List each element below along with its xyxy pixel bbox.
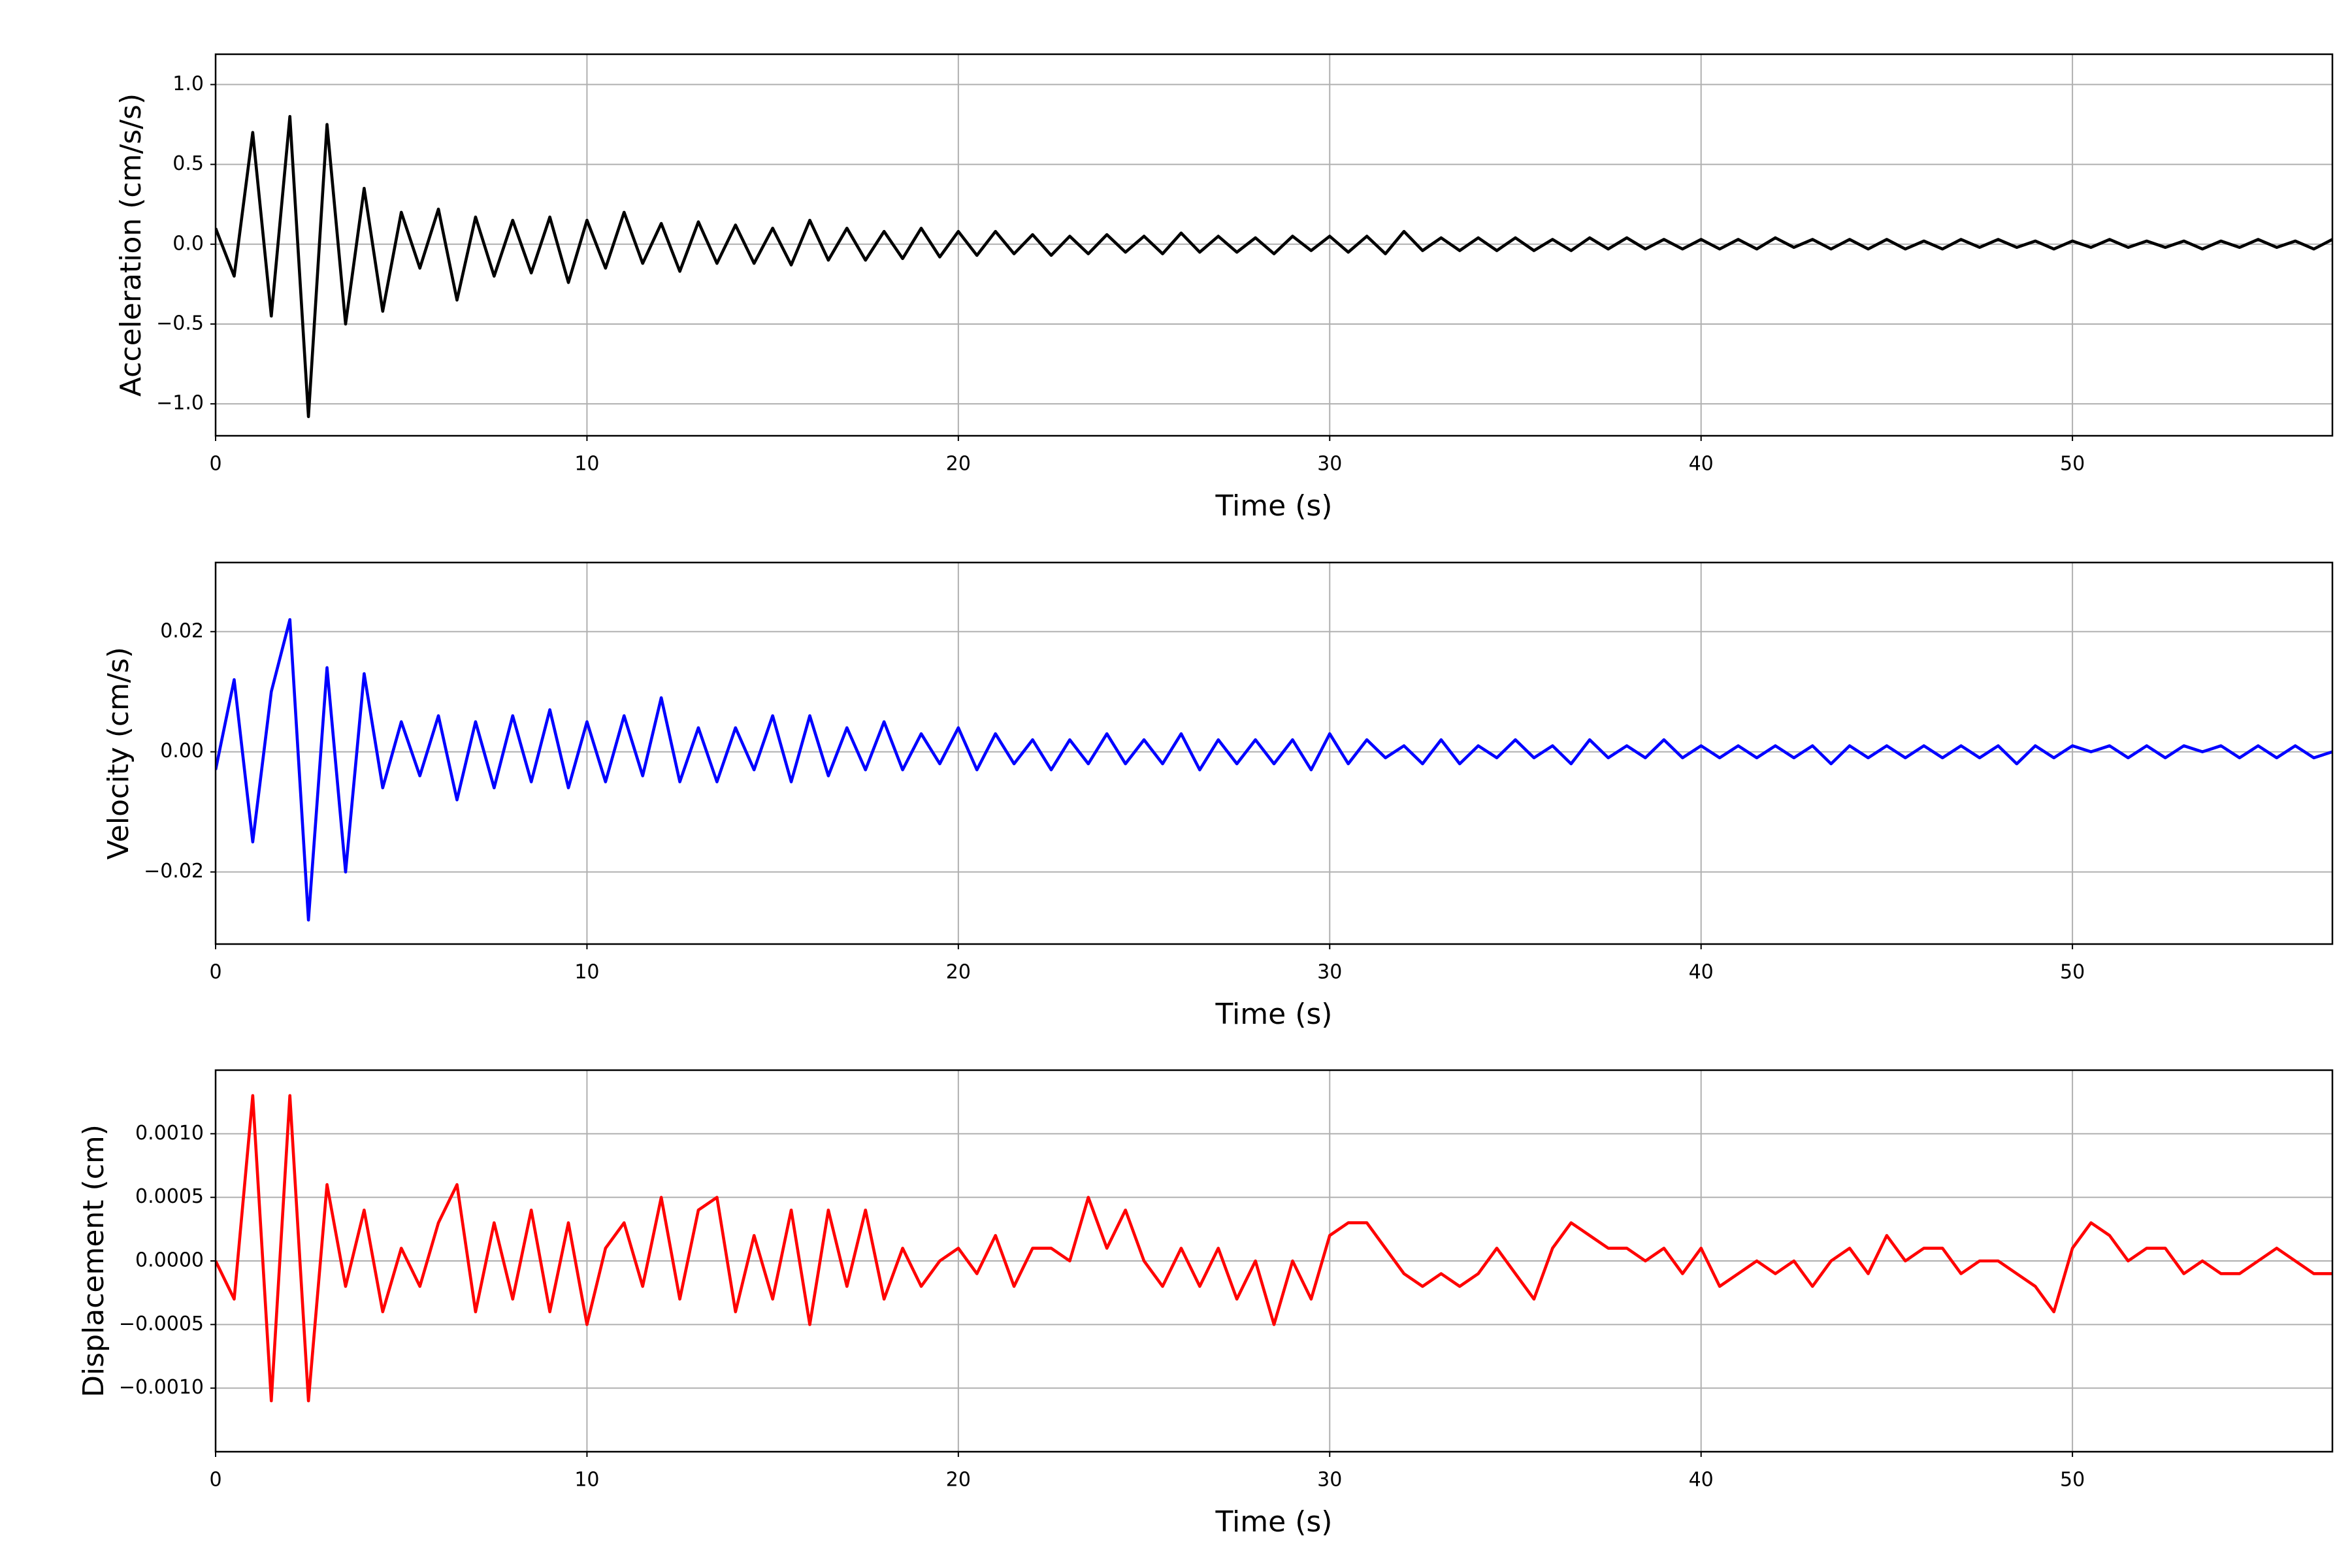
axes-frame xyxy=(214,53,2334,437)
y-tick-label: 0.02 xyxy=(160,619,204,642)
plot-area xyxy=(216,618,2332,922)
x-tick-label: 0 xyxy=(209,961,221,984)
x-tick-label: 40 xyxy=(1689,453,1714,476)
y-tick-label: −0.5 xyxy=(156,312,204,335)
x-tick-label: 50 xyxy=(2060,1469,2085,1492)
y-axis-label: Acceleration (cm/s/s) xyxy=(114,93,148,397)
subplot: 0 10 20 30 40 50 −0.0010 −0.0005 0.0000 0.0005 0.0… xyxy=(77,1069,2334,1539)
plot-area xyxy=(216,115,2332,418)
x-tick-label: 40 xyxy=(1689,1469,1714,1492)
x-axis-label: Time (s) xyxy=(1215,1505,1333,1539)
data-line xyxy=(216,618,2332,922)
x-tick-label: 20 xyxy=(946,1469,971,1492)
x-tick-label: 20 xyxy=(946,961,971,984)
y-axis-label: Velocity (cm/s) xyxy=(102,647,135,860)
data-line xyxy=(216,1094,2332,1403)
x-tick-label: 10 xyxy=(574,453,599,476)
plot-area xyxy=(216,1094,2332,1403)
x-tick-label: 20 xyxy=(946,453,971,476)
x-tick-label: 40 xyxy=(1689,961,1714,984)
y-tick-label: 0.00 xyxy=(160,740,204,762)
x-tick-label: 10 xyxy=(574,961,599,984)
axes-frame xyxy=(214,1069,2334,1453)
x-tick-label: 30 xyxy=(1317,453,1342,476)
y-axis-label: Displacement (cm) xyxy=(77,1124,110,1397)
axes-frame xyxy=(214,561,2334,945)
x-tick-label: 30 xyxy=(1317,961,1342,984)
x-axis-label: Time (s) xyxy=(1215,998,1333,1031)
y-tick-label: 0.0005 xyxy=(135,1185,204,1208)
y-tick-label: −0.0010 xyxy=(119,1376,204,1399)
y-tick-label: 1.0 xyxy=(172,73,204,95)
x-axis-label: Time (s) xyxy=(1215,489,1333,523)
y-tick-label: 0.0000 xyxy=(135,1249,204,1272)
data-line xyxy=(216,115,2332,418)
y-tick-label: −0.02 xyxy=(144,860,204,883)
subplot: 0 10 20 30 40 50 −1.0 −0.5 0.0 0.5 1.0 Time (s) Acce… xyxy=(114,53,2334,523)
x-tick-label: 50 xyxy=(2060,961,2085,984)
x-tick-label: 50 xyxy=(2060,453,2085,476)
y-tick-label: 0.0010 xyxy=(135,1122,204,1145)
y-tick-label: −0.0005 xyxy=(119,1313,204,1335)
x-tick-label: 0 xyxy=(209,1469,221,1492)
x-tick-label: 30 xyxy=(1317,1469,1342,1492)
y-tick-label: −1.0 xyxy=(156,392,204,415)
y-tick-label: 0.5 xyxy=(172,152,204,175)
subplot: 0 10 20 30 40 50 −0.02 0.00 0.02 Time (s) Velocity… xyxy=(102,561,2334,1031)
y-tick-label: 0.0 xyxy=(172,232,204,255)
x-tick-label: 0 xyxy=(209,453,221,476)
x-tick-label: 10 xyxy=(574,1469,599,1492)
